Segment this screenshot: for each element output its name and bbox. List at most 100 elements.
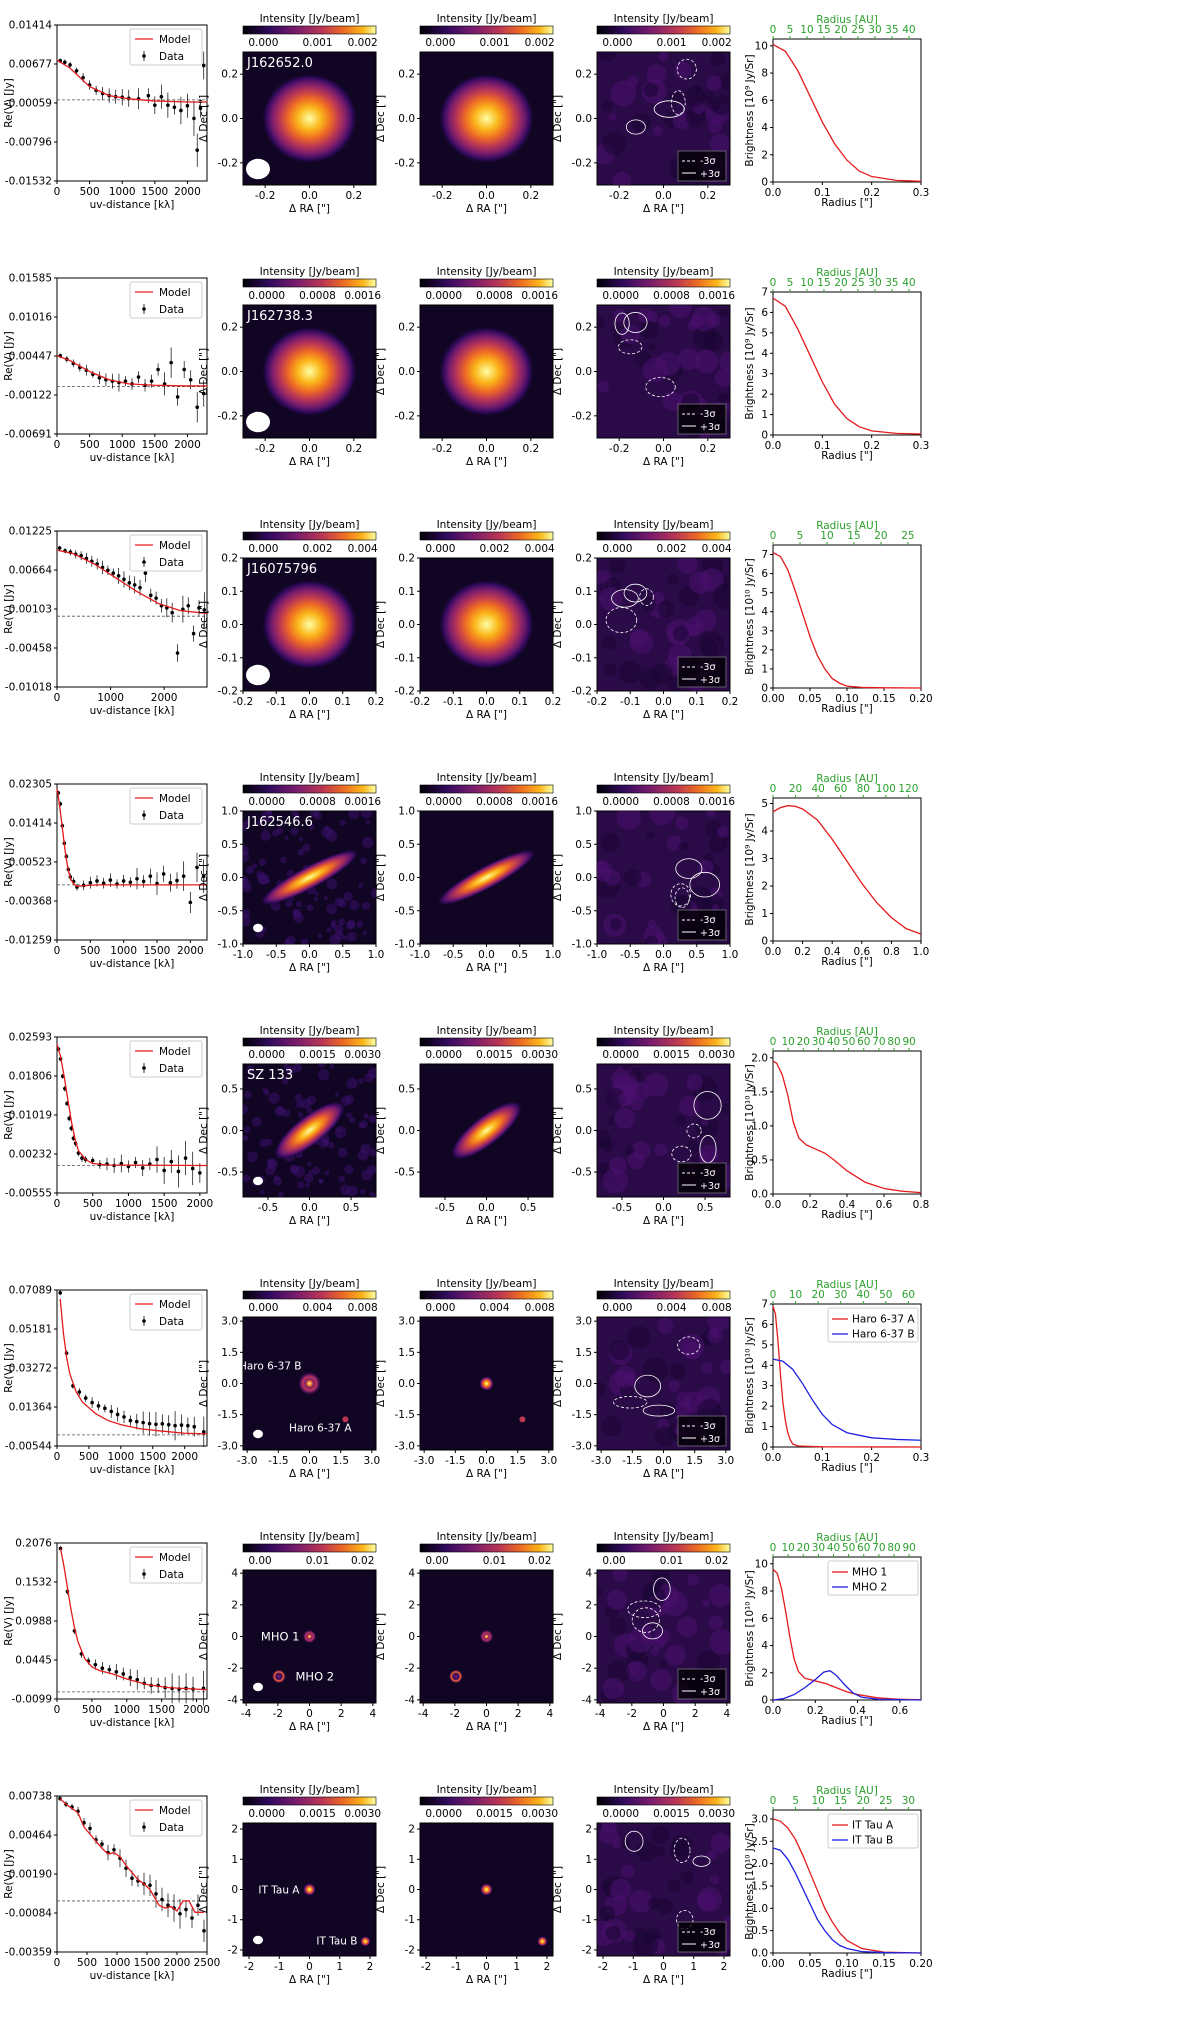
colorbar-label: Intensity [Jy/beam] <box>260 1784 360 1796</box>
source-emission <box>261 73 358 164</box>
img-xtick-label: 0.5 <box>697 1202 714 1214</box>
img-xtick-label: 0.2 <box>699 443 716 455</box>
noise-blob <box>360 811 373 819</box>
residual-noise <box>674 61 692 79</box>
prof-ytick-label: 1 <box>761 908 768 920</box>
img-ytick-label: 4 <box>585 1568 592 1580</box>
contour-legend-neg-label: -3σ <box>700 1674 716 1685</box>
noise-blob <box>308 824 315 830</box>
vis-xtick-label: 2000 <box>177 945 204 957</box>
image-content: J16075796 <box>246 562 358 686</box>
vis-data-point <box>149 379 154 383</box>
residual-contour <box>634 1374 662 1398</box>
contour-legend-pos-label: +3σ <box>700 422 720 433</box>
prof-ylabel: Brightness [10¹⁰ Jy/Sr] <box>744 1570 756 1686</box>
noise-blob <box>268 1092 280 1104</box>
vis-legend-box <box>129 1040 203 1078</box>
img-ytick-label: -0.2 <box>395 686 416 698</box>
noise-blob <box>338 918 346 926</box>
vis-xtick-label: 1000 <box>109 439 136 451</box>
noise-blob <box>369 1148 376 1157</box>
residual-contour <box>677 1336 701 1355</box>
residual-noise <box>652 125 664 137</box>
prof-xtick-label: 0.3 <box>913 440 930 452</box>
colorbar-tick-label: 0.008 <box>702 1302 732 1314</box>
residual-noise <box>708 98 721 112</box>
vis-data-point <box>134 1419 139 1424</box>
img-ylabel: Δ Dec ["] <box>375 1866 387 1913</box>
img-ytick-label: 0.1 <box>398 586 415 598</box>
vis-data-point <box>106 568 110 573</box>
residual-contour <box>689 871 720 898</box>
residual-noise <box>618 660 642 684</box>
profile-panel: 0.0 0.1 0.2 0.3 Radius ["] 0 1 2 3 4 5 6 7 Brightness… <box>744 267 929 462</box>
prof-series-line <box>772 805 922 935</box>
residual-noise <box>649 811 675 826</box>
image-content: J162652.0 <box>246 56 358 180</box>
vis-legend-data-marker <box>142 54 146 58</box>
vis-ytick-label: -0.00359 <box>5 1947 52 1959</box>
prof-xtick-label: 0.4 <box>839 1199 856 1211</box>
residual-contour <box>639 588 654 606</box>
prof-xtick-label: 0.8 <box>883 946 900 958</box>
source-emission <box>261 579 358 670</box>
prof-toplabel: Radius [AU] <box>816 1026 878 1038</box>
contour-legend: -3σ+3σ <box>677 909 727 941</box>
colorbar-tick-label: 0.00 <box>602 1555 625 1567</box>
colorbar-label: Intensity [Jy/beam] <box>614 1278 714 1290</box>
vis-xtick-label: 500 <box>79 1451 99 1463</box>
beam-ellipse <box>253 923 263 933</box>
img-xtick-label: -2 <box>244 1961 254 1973</box>
img-ytick-label: 0.5 <box>575 839 592 851</box>
vis-model-line <box>59 1798 204 1913</box>
colorbar <box>419 25 554 35</box>
residual-noise <box>627 1325 651 1349</box>
prof-top-tick-label: 15 <box>817 277 830 289</box>
residual-noise <box>641 596 657 612</box>
img-ytick-label: -2 <box>405 1663 415 1675</box>
colorbar <box>242 1290 377 1300</box>
prof-ytick-label: 0 <box>761 177 768 189</box>
residual-contour <box>674 887 690 908</box>
residual-contour <box>605 607 638 634</box>
prof-series-line <box>772 1305 922 1448</box>
vis-data-point <box>181 607 185 612</box>
model-image-panel: Intensity [Jy/beam] 0.00 0.01 0.02 -4-4 -2 -2 0… <box>375 1531 554 1733</box>
prof-ytick-label: 4 <box>761 348 768 360</box>
img-xtick-label: 1.0 <box>545 949 562 961</box>
img-ytick-label: 0.0 <box>575 1378 592 1390</box>
vis-ytick-label: 0.00677 <box>9 59 52 71</box>
beam-ellipse <box>246 158 270 180</box>
contour-legend-pos-label: +3σ <box>700 1687 720 1698</box>
prof-ytick-label: 2 <box>761 644 768 656</box>
prof-series-line <box>772 297 922 435</box>
contour-legend: -3σ+3σ <box>677 1162 727 1194</box>
noise-blob <box>317 933 323 939</box>
vis-data-point <box>111 571 116 575</box>
prof-xtick-label: 0.6 <box>892 1705 909 1717</box>
img-ytick-label: -2 <box>582 1944 592 1956</box>
vis-ytick-label: 0.0988 <box>15 1616 52 1628</box>
vis-data-point <box>112 1847 116 1852</box>
residual-noise <box>647 342 657 351</box>
prof-top-tick-label: 0 <box>770 530 777 542</box>
colorbar <box>419 784 554 794</box>
colorbar-tick-label: 0.004 <box>656 1302 686 1314</box>
prof-series-line <box>772 1847 922 1954</box>
vis-ylabel: Re(V) [Jy] <box>3 1343 15 1393</box>
residual-noise <box>602 1167 628 1194</box>
residual-noise <box>707 119 723 134</box>
residual-noise <box>683 1341 702 1360</box>
image-content <box>448 1629 494 1684</box>
img-xtick-label: -0.5 <box>266 949 287 961</box>
residual-contour <box>642 1404 676 1417</box>
prof-ytick-label: 2 <box>761 881 768 893</box>
prof-xtick-label: 0.2 <box>794 946 811 958</box>
colorbar <box>242 1037 377 1047</box>
img-ytick-label: -3.0 <box>395 1440 416 1452</box>
vis-legend-data-label: Data <box>159 304 184 316</box>
noise-blob <box>243 1104 249 1115</box>
noise-blob <box>364 1072 374 1083</box>
img-ytick-label: -1 <box>582 1914 592 1926</box>
vis-data-point <box>122 1415 126 1419</box>
